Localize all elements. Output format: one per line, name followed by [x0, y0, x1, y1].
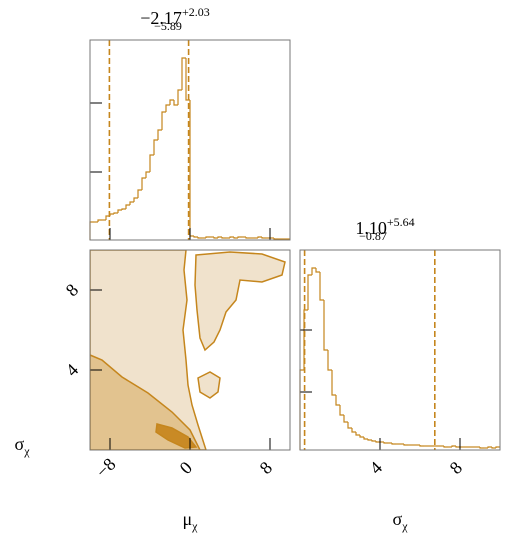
histogram-bin [331, 370, 336, 396]
histogram-bin [221, 237, 226, 239]
histogram-bin [315, 268, 320, 273]
x-tick-label: 0 [176, 458, 197, 479]
histogram-bin [205, 236, 210, 238]
histogram-bin [371, 440, 376, 442]
histogram-bin [197, 237, 202, 239]
histogram-bin [403, 444, 408, 446]
x-axis-label-sub: χ [191, 519, 198, 533]
histogram-bin [153, 139, 158, 155]
histogram-bin [169, 99, 174, 105]
panel-frame [89, 39, 291, 241]
histogram-bin [129, 201, 134, 205]
histogram-bin [455, 446, 460, 448]
x-tick-label: −8 [92, 454, 120, 482]
histogram-bin [339, 405, 344, 416]
histogram-bin [319, 272, 324, 301]
histogram-bin [323, 300, 328, 351]
histogram-bin [443, 446, 448, 448]
histogram-bin [261, 237, 266, 239]
histogram-bin [213, 237, 218, 239]
histogram-bin [217, 236, 222, 238]
panel-frame [89, 249, 291, 451]
histogram-bin [347, 422, 352, 429]
x-axis-label: σ [392, 509, 402, 529]
histogram-bin [351, 428, 356, 433]
histogram-bin [451, 445, 456, 447]
histogram-bin [165, 104, 170, 112]
histogram-bin [273, 238, 278, 240]
histogram-bin [299, 369, 304, 450]
histogram-bin [257, 236, 262, 238]
x-axis-label: μ [183, 509, 193, 529]
title-upper: +2.03 [182, 5, 210, 19]
label: −2.17+2.03 −5.89 [140, 5, 209, 33]
x-tick-label: 8 [446, 458, 467, 479]
histogram-bin [487, 446, 492, 448]
histogram-bin [327, 350, 332, 371]
histogram-bin [245, 237, 250, 239]
histogram-bin [121, 208, 126, 210]
histogram-bin [109, 213, 114, 216]
histogram-bin [161, 111, 166, 130]
panel-frame [299, 249, 501, 451]
histogram-bin [359, 435, 364, 438]
histogram-bin [367, 439, 372, 441]
title-lower: −5.89 [154, 19, 182, 33]
histogram-bin [363, 437, 368, 440]
x-axis-label-sub: χ [401, 519, 408, 533]
histogram-bin [229, 236, 234, 238]
title-main: 1.10 [355, 218, 387, 238]
histogram-bin [141, 177, 146, 190]
histogram-bin [133, 197, 138, 202]
histogram-bin [89, 221, 94, 240]
label: μχ [183, 509, 199, 533]
histogram-bin [113, 212, 118, 214]
histogram-bin [193, 236, 198, 238]
histogram-bin [311, 267, 316, 275]
histogram-bin [419, 445, 424, 447]
title-main: −2.17 [140, 8, 182, 28]
histogram-bin [335, 395, 340, 406]
contour-outer-blob [197, 371, 221, 399]
histogram-bin [145, 171, 150, 178]
y-axis-label-sub: χ [23, 444, 30, 458]
histogram-bin [383, 442, 388, 444]
y-tick-label: 8 [62, 280, 83, 301]
histogram-bin [233, 237, 238, 239]
label: 1.10+5.64 −0.87 [355, 215, 414, 243]
contour-outer-blob [194, 251, 286, 352]
histogram-bin [177, 89, 182, 105]
title-upper: +5.64 [387, 215, 415, 229]
histogram-bin [391, 443, 396, 445]
histogram-bin [125, 204, 130, 209]
histogram-bin [491, 447, 496, 449]
histogram-bin [149, 154, 154, 172]
x-tick-label: 4 [366, 458, 387, 479]
y-tick-label: 4 [62, 360, 83, 381]
label: σχ [14, 434, 30, 458]
histogram-bin [237, 236, 242, 238]
histogram-bin [495, 446, 500, 448]
contour-shapes [90, 250, 286, 450]
histogram-bin [343, 415, 348, 423]
histogram-bin [189, 100, 194, 237]
histogram-bin [307, 274, 312, 310]
histogram-bin [355, 432, 360, 436]
x-tick-label: 8 [256, 458, 277, 479]
histogram-bin [97, 219, 102, 222]
contour-middle [90, 354, 201, 450]
histogram-bin [137, 189, 142, 198]
histogram-bin [117, 209, 122, 213]
histogram-bin [479, 447, 484, 449]
y-axis-label: σ [14, 434, 24, 454]
histogram-bin [157, 129, 162, 140]
label: σχ [392, 509, 408, 533]
histogram-bin [173, 100, 178, 106]
histogram-bin [181, 57, 186, 90]
histogram-bin [375, 441, 380, 443]
title-lower: −0.87 [359, 229, 387, 243]
